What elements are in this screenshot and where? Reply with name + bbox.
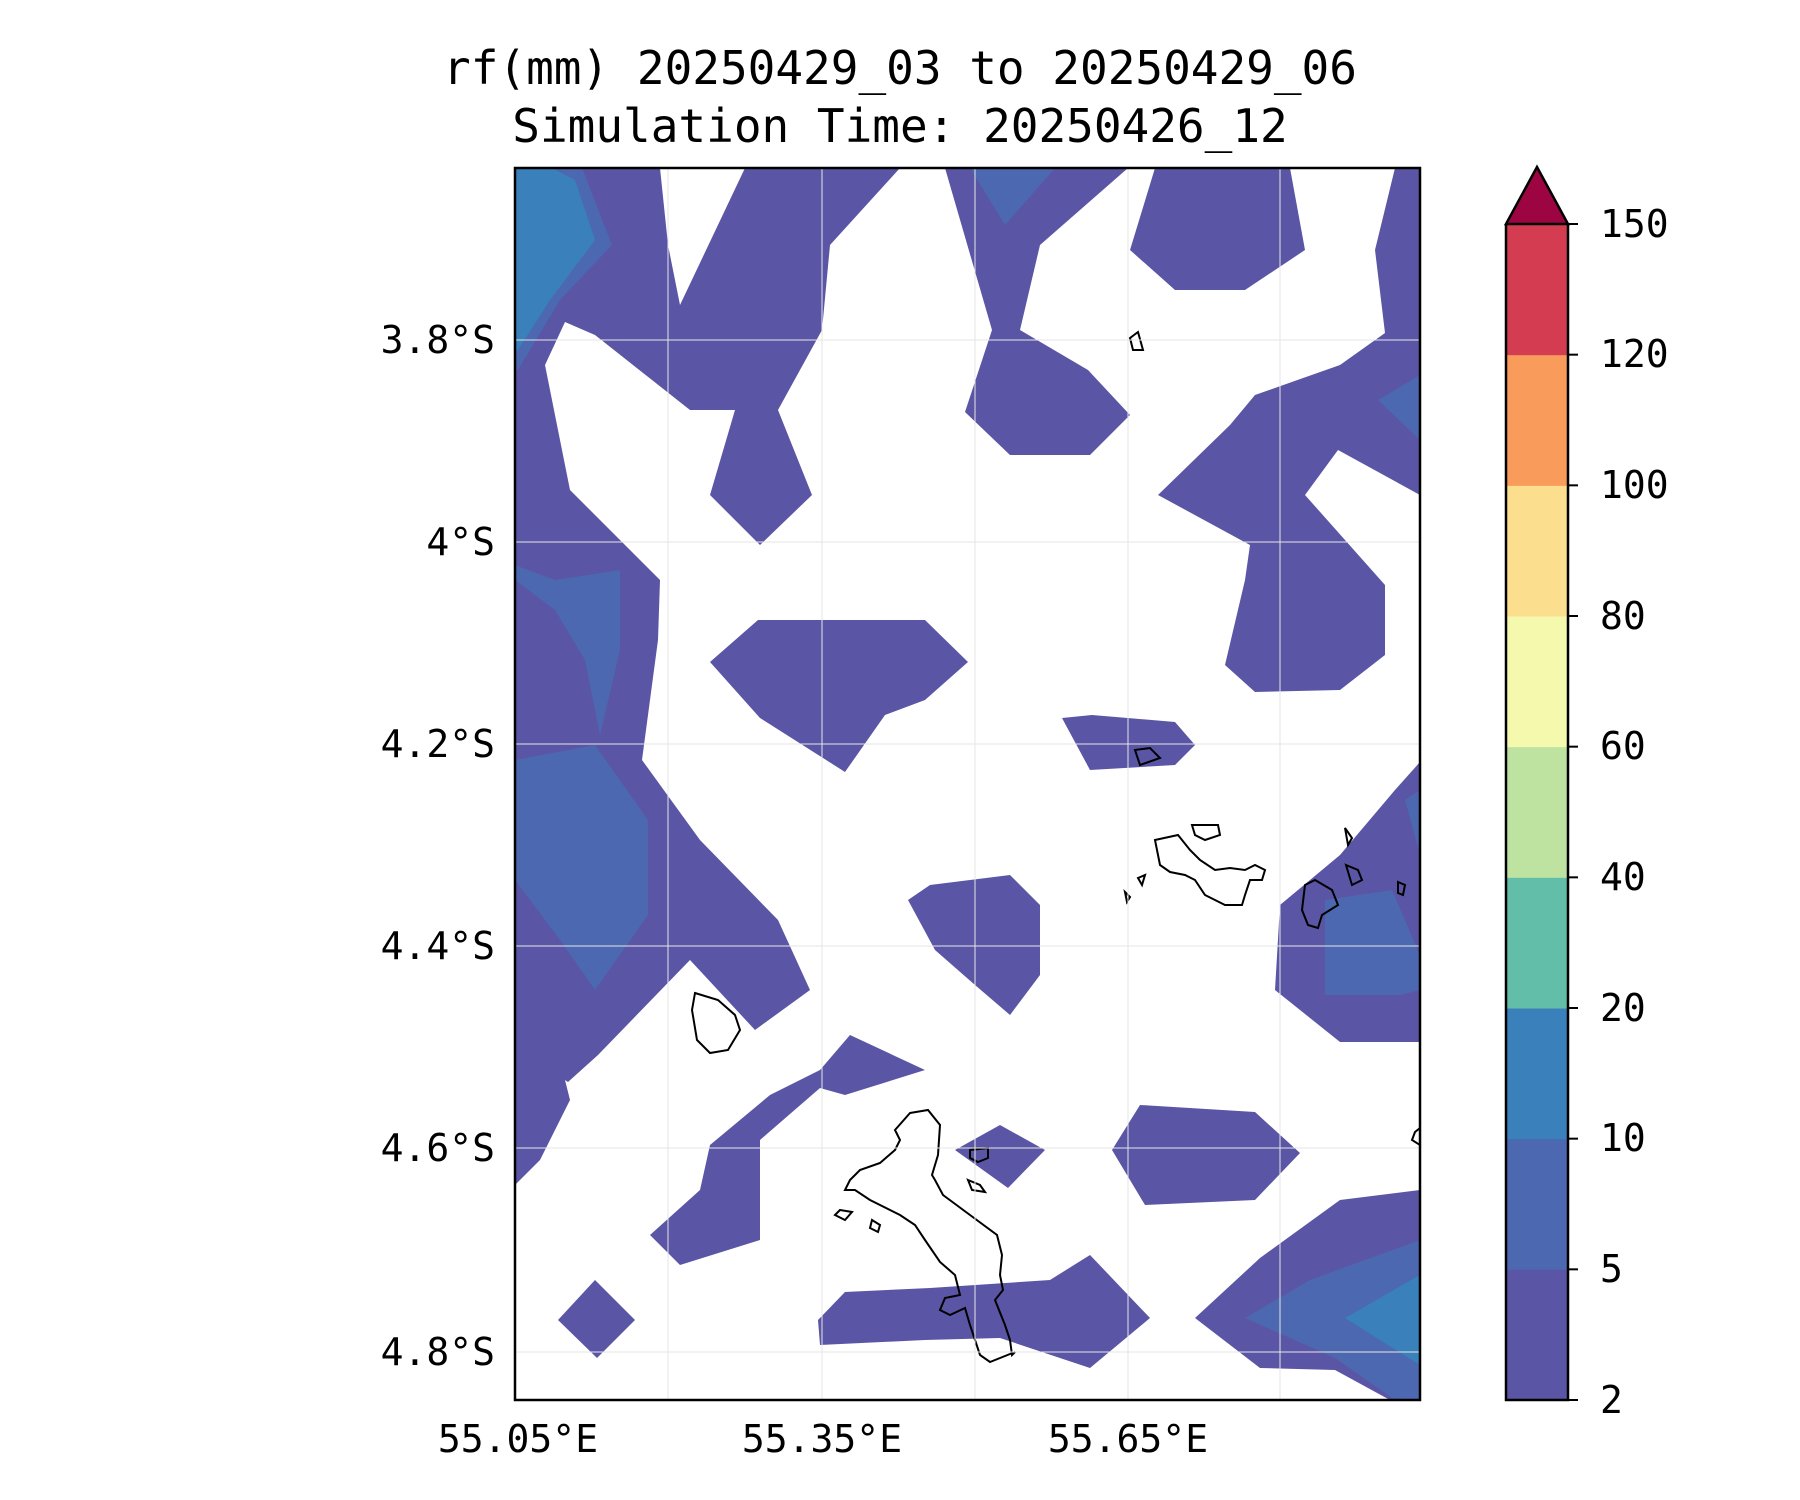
contour-nw-10 xyxy=(515,168,595,350)
island-mahe xyxy=(843,1108,1016,1364)
contour-south-small xyxy=(955,1125,1045,1188)
islet-9 xyxy=(1136,873,1147,888)
islet-2 xyxy=(868,1218,882,1234)
islet-4 xyxy=(966,1178,988,1194)
lat-tick-label: 4.8°S xyxy=(380,1330,495,1374)
colorbar-tick-label: 20 xyxy=(1600,986,1646,1030)
contour-south-west-blob xyxy=(650,1035,925,1265)
map-frame xyxy=(513,166,1422,1402)
colorbar-extend-arrow xyxy=(1503,164,1571,226)
lat-tick-label: 4°S xyxy=(426,520,495,564)
lat-tick-label: 3.8°S xyxy=(380,318,495,362)
contour-east xyxy=(1158,168,1420,692)
rainfall-contours xyxy=(515,168,1420,1400)
lon-tick-label: 55.65°E xyxy=(1047,1417,1209,1461)
contour-middle-blob xyxy=(908,875,1040,1015)
contour-west-south xyxy=(515,1020,570,1185)
colorbar-frame xyxy=(1504,224,1570,1402)
colorbar-swatch xyxy=(1506,1138,1568,1270)
islet-5 xyxy=(1133,746,1162,767)
islet-1 xyxy=(833,1208,854,1222)
band-5-10 xyxy=(515,168,1420,1400)
lat-tick-label: 4.2°S xyxy=(380,722,495,766)
contour-north-blob xyxy=(710,410,812,545)
colorbar-swatch xyxy=(1506,877,1568,1009)
colorbar-tick-label: 100 xyxy=(1600,463,1669,507)
gridlines xyxy=(515,168,1420,1400)
colorbar-tick-label: 10 xyxy=(1600,1116,1646,1160)
island-la-digue xyxy=(1300,878,1340,930)
islet-north xyxy=(1128,330,1145,351)
islet-11 xyxy=(1410,1126,1420,1147)
contour-north-east xyxy=(1130,168,1305,290)
lon-tick-label: 55.05°E xyxy=(437,1417,599,1461)
island-praslin xyxy=(1153,833,1267,906)
contour-se-5 xyxy=(1245,1240,1420,1400)
islet-6 xyxy=(1344,863,1364,887)
band-10-20 xyxy=(515,168,1420,1365)
contour-south-diamond xyxy=(558,1280,635,1358)
contour-north-center xyxy=(945,168,1130,455)
contour-w2-5 xyxy=(515,745,648,990)
colorbar xyxy=(1503,164,1578,1402)
colorbar-tick-label: 2 xyxy=(1600,1378,1623,1422)
map-title-line-1: rf(mm) 20250429_03 to 20250429_06 xyxy=(443,41,1357,95)
colorbar-tick-label: 80 xyxy=(1600,594,1646,638)
island-west xyxy=(690,991,742,1055)
lon-tick-label: 55.35°E xyxy=(741,1417,903,1461)
contour-e-5 xyxy=(1378,375,1420,440)
colorbar-tick-label: 150 xyxy=(1600,202,1669,246)
colorbar-ticks xyxy=(1568,223,1578,1401)
colorbar-swatch xyxy=(1506,224,1568,356)
contour-center-blob xyxy=(710,620,968,772)
colorbar-tick-label: 60 xyxy=(1600,724,1646,768)
contour-w1-5 xyxy=(515,565,620,735)
colorbar-swatch xyxy=(1506,1008,1568,1140)
contour-e3-5 xyxy=(1325,890,1420,995)
contour-e2-5 xyxy=(1405,790,1420,855)
island-curieuse xyxy=(1190,824,1222,842)
lat-tick-label: 4.4°S xyxy=(380,924,495,968)
map-title-line-2: Simulation Time: 20250426_12 xyxy=(512,99,1288,153)
contour-south-band xyxy=(818,1255,1150,1368)
colorbar-tick-label: 40 xyxy=(1600,855,1646,899)
contour-n-5 xyxy=(970,168,1055,225)
colorbar-swatch xyxy=(1506,354,1568,486)
contour-se-10 xyxy=(1345,1275,1420,1365)
colorbar-swatch xyxy=(1506,616,1568,748)
colorbar-swatch xyxy=(1506,485,1568,617)
lat-tick-label: 4.6°S xyxy=(380,1126,495,1170)
colorbar-tick-label: 5 xyxy=(1600,1247,1623,1291)
colorbar-swatches xyxy=(1506,224,1568,1401)
colorbar-swatch xyxy=(1506,746,1568,878)
contour-south-east-blob xyxy=(1112,1105,1300,1205)
colorbar-tick-label: 120 xyxy=(1600,332,1669,376)
colorbar-swatch xyxy=(1506,1269,1568,1401)
islet-8 xyxy=(1397,880,1407,897)
islet-7 xyxy=(1344,827,1354,848)
